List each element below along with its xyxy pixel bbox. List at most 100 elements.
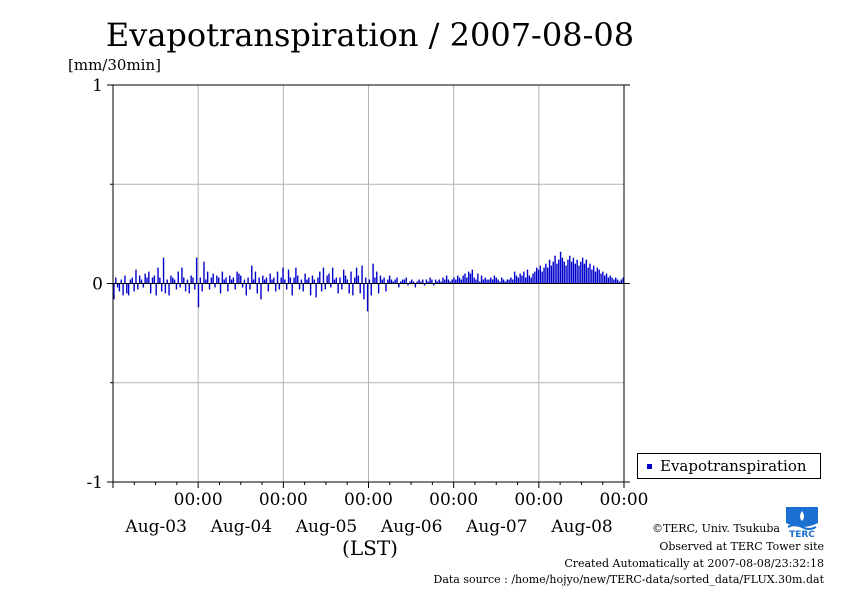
bar [153, 275, 156, 284]
bar [190, 275, 192, 284]
bar [583, 263, 586, 284]
footer-source: Data source : /home/hojyo/new/TERC-data/… [433, 573, 825, 586]
bar [387, 279, 389, 284]
bar [175, 283, 178, 290]
bar [410, 279, 413, 284]
bar [179, 283, 181, 288]
bar [541, 271, 543, 284]
bar [484, 277, 486, 284]
bar [278, 283, 281, 290]
bar [429, 277, 431, 284]
y-tick-label: -1 [86, 473, 103, 493]
bar [258, 277, 260, 284]
bar [508, 279, 510, 284]
bar [245, 283, 247, 296]
bar [392, 281, 395, 284]
bar [504, 281, 507, 284]
bar [559, 251, 562, 284]
bar [581, 257, 584, 284]
bar [339, 277, 341, 284]
bar [302, 283, 304, 292]
bar [530, 277, 532, 284]
bar [442, 277, 444, 284]
bar [177, 271, 179, 284]
bar [293, 277, 295, 284]
bar [168, 283, 170, 296]
bar [493, 275, 496, 284]
bar [313, 279, 315, 284]
bar [326, 275, 328, 284]
bar [436, 281, 439, 284]
bar [129, 279, 132, 284]
bar [418, 279, 420, 284]
bar [251, 265, 253, 284]
bar [473, 277, 475, 284]
bar [528, 275, 531, 284]
bar [124, 275, 126, 284]
bar [372, 263, 374, 284]
bar [433, 283, 435, 286]
bar [126, 283, 128, 294]
x-tick-date: Aug-03 [124, 517, 186, 537]
bar [381, 279, 383, 284]
bar [609, 275, 611, 284]
bar [311, 275, 314, 284]
bar [388, 275, 391, 284]
footer-created: Created Automatically at 2007-08-08/23:3… [564, 557, 824, 570]
bar [138, 275, 141, 284]
bar [385, 283, 387, 292]
x-tick-date: Aug-05 [295, 517, 357, 537]
bar [469, 273, 472, 284]
bar [464, 273, 466, 284]
footer-observed: Observed at TERC Tower site [659, 540, 824, 553]
bar [554, 255, 556, 284]
bar [269, 273, 271, 284]
bar [212, 273, 214, 284]
bar [164, 283, 167, 294]
bar [223, 279, 225, 284]
bar [491, 279, 494, 284]
bar [534, 271, 536, 284]
bar [390, 279, 393, 284]
bar [271, 279, 273, 284]
bar [510, 277, 512, 284]
bar [615, 277, 617, 284]
bar [161, 283, 163, 292]
y-tick-label: 0 [92, 275, 103, 295]
bar [194, 283, 196, 290]
bar [166, 279, 168, 284]
bar [456, 275, 459, 284]
bar [306, 279, 308, 284]
plot-bars [113, 251, 624, 312]
bar [620, 279, 622, 284]
bar [512, 279, 514, 284]
bar [574, 263, 576, 284]
bar [420, 281, 422, 284]
bar [572, 257, 575, 284]
bar [170, 275, 172, 284]
bar [113, 283, 115, 300]
bar [431, 279, 433, 284]
bar [243, 279, 246, 284]
bar [570, 261, 573, 284]
bar [535, 267, 538, 284]
bar [142, 283, 145, 288]
bar [127, 283, 130, 296]
bar [274, 283, 277, 292]
bar [618, 281, 621, 284]
bar [467, 271, 470, 284]
bar [423, 283, 426, 286]
bar [319, 271, 321, 284]
bar [569, 255, 571, 284]
bar [499, 281, 501, 284]
bar [151, 277, 154, 284]
bar [558, 259, 560, 284]
bar [427, 281, 429, 284]
bar [548, 259, 551, 284]
bar [523, 271, 525, 284]
bar [451, 279, 453, 284]
bar [506, 279, 508, 284]
x-tick-date: Aug-04 [210, 517, 272, 537]
bar [591, 269, 593, 284]
bar [230, 279, 233, 284]
